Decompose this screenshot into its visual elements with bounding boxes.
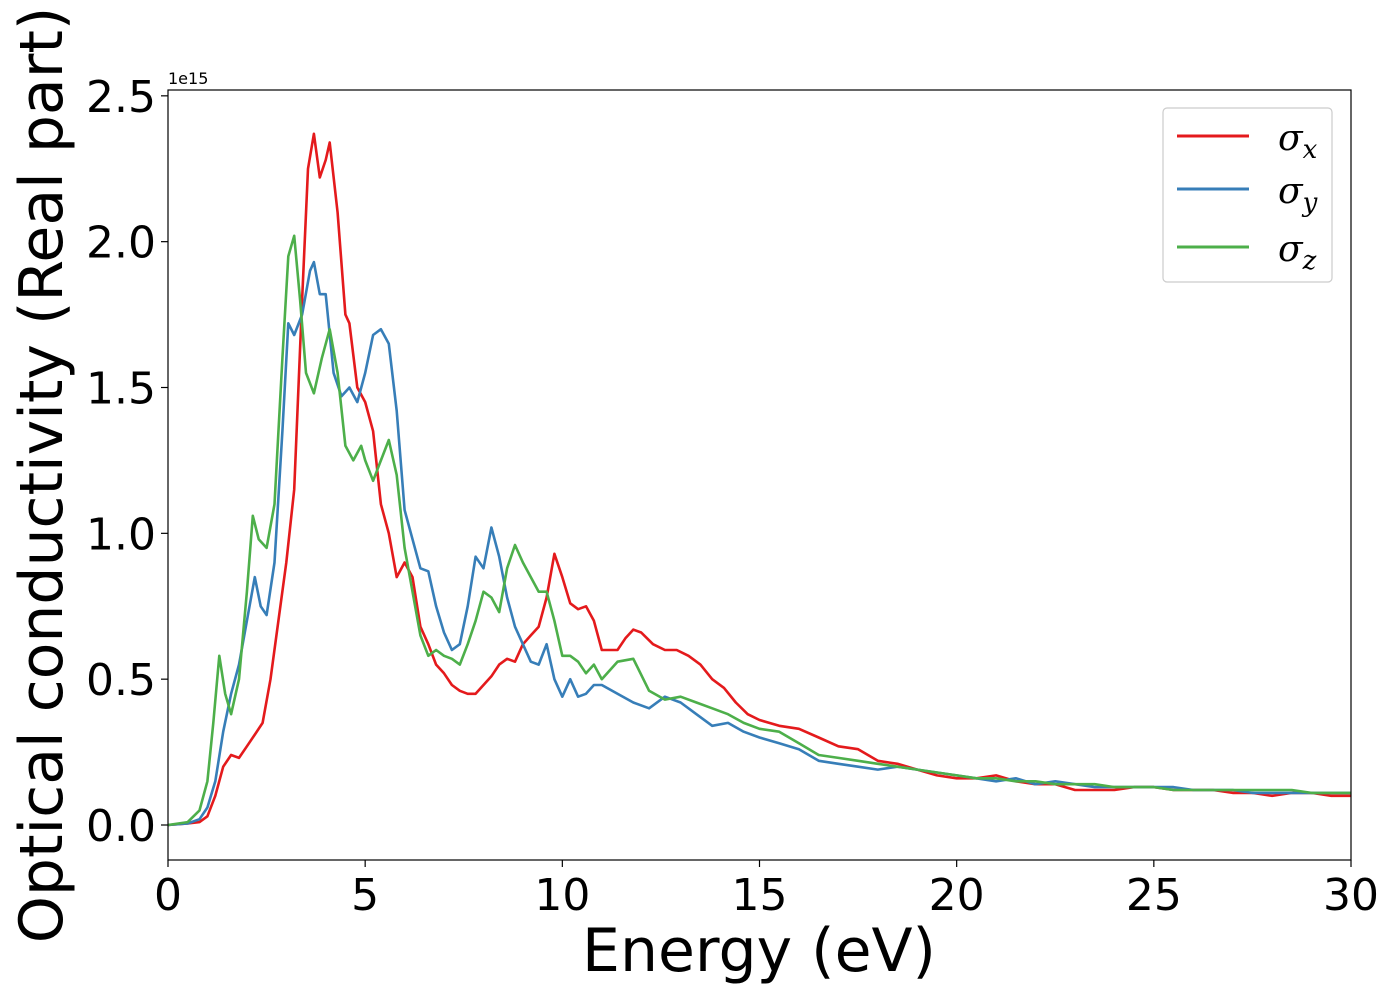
series-line-sigma-z (167, 234, 1351, 827)
y-tick-label: 0.5 (86, 655, 156, 706)
x-tick-label: 15 (732, 870, 788, 921)
x-tick-label: 5 (351, 870, 379, 921)
y-offset-label: 1e15 (168, 69, 208, 88)
legend-label-sigma-z: σz (1278, 229, 1317, 276)
y-tick-label: 0.0 (86, 801, 156, 852)
y-tick-label: 1.5 (86, 364, 156, 415)
x-tick-label: 20 (929, 870, 985, 921)
y-tick-label: 2.5 (86, 72, 156, 123)
y-axis-label: Optical conductivity (Real part) (7, 7, 77, 944)
y-tick-label: 2.0 (86, 218, 156, 269)
y-tick-label: 1.0 (86, 509, 156, 560)
ticks-layer: 0 5 10 15 20 25 30 0.0 0.5 1.0 1.5 2.0 2.5 (86, 72, 1379, 921)
series-layer (167, 132, 1351, 827)
legend-label-sigma-y: σy (1278, 171, 1318, 218)
legend-box (1162, 107, 1333, 283)
x-axis-label: Energy (eV) (582, 916, 936, 986)
x-tick-label: 30 (1323, 870, 1379, 921)
legend-label-sigma-x: σx (1278, 118, 1318, 165)
x-tick-label: 10 (534, 870, 590, 921)
x-tick-label: 25 (1126, 870, 1182, 921)
legend: σx σy σz (1162, 107, 1333, 283)
x-tick-label: 0 (154, 870, 182, 921)
